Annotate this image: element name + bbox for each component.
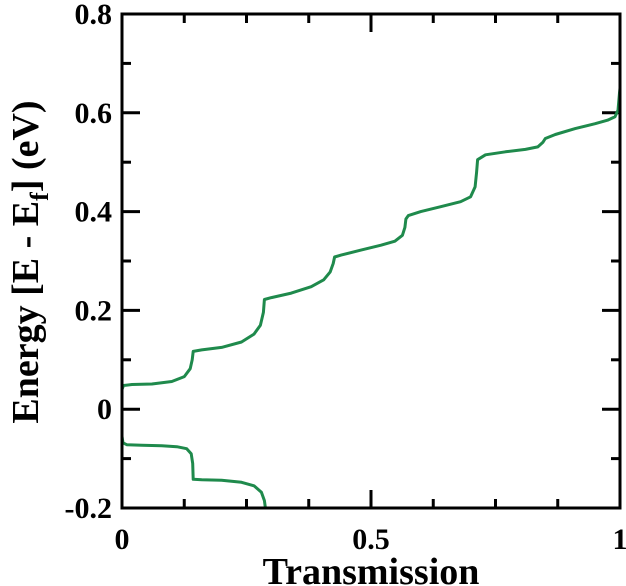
y-axis-title-main: Energy [E - E <box>5 201 47 424</box>
x-tick-label: 0 <box>115 523 130 556</box>
y-axis-title-end: ] (eV) <box>5 100 47 192</box>
x-tick-label: 1 <box>613 523 626 556</box>
y-axis-title: Energy [E - Ef] (eV) <box>5 100 54 423</box>
ticks-layer <box>120 12 622 510</box>
tick-labels: -0.200.20.40.60.80 0.5 1 <box>65 0 626 556</box>
x-tick-label: 0.5 <box>352 523 390 556</box>
y-tick-label: 0.4 <box>75 196 113 229</box>
y-tick-label: 0.2 <box>75 294 113 327</box>
y-tick-label: 0.6 <box>75 97 113 130</box>
y-tick-label: -0.2 <box>65 492 113 525</box>
y-tick-label: 0.8 <box>75 0 113 31</box>
y-axis-title-subscript: f <box>25 192 54 201</box>
y-tick-label: 0 <box>97 393 112 426</box>
series-line-conduction-band <box>120 86 622 406</box>
series-line-valence-band <box>120 412 267 510</box>
x-axis-title: Transmission <box>263 551 480 586</box>
series-layer <box>120 86 622 510</box>
plot-frame <box>120 12 622 510</box>
